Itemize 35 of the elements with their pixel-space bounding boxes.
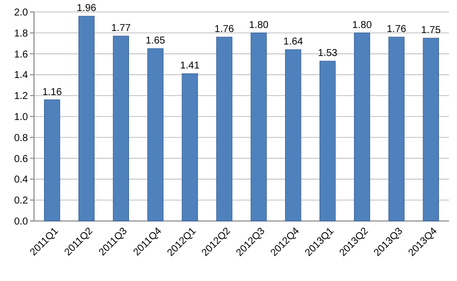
data-label: 1.77 — [111, 23, 132, 34]
y-tick-label: 0.6 — [14, 154, 28, 165]
data-label: 1.53 — [318, 48, 338, 60]
bar — [44, 99, 60, 222]
bar — [250, 32, 267, 222]
data-label: 1.80 — [352, 20, 372, 31]
bar — [354, 32, 370, 222]
data-label: 1.76 — [214, 24, 234, 36]
y-tick-label: 1.2 — [14, 91, 28, 102]
y-tick-label: 1.8 — [14, 28, 28, 40]
y-tick-label: 2.0 — [14, 8, 28, 18]
y-tick-label: 0.8 — [14, 132, 28, 144]
bar — [216, 36, 232, 222]
data-label: 1.65 — [146, 36, 166, 47]
y-tick-label: 1.0 — [14, 112, 28, 123]
data-label: 1.64 — [283, 36, 304, 48]
data-label: 1.41 — [180, 60, 200, 72]
data-label: 1.80 — [248, 20, 269, 31]
bar — [78, 16, 95, 222]
bar — [182, 73, 198, 222]
data-label: 1.16 — [42, 86, 62, 98]
y-tick-label: 0.0 — [14, 216, 28, 228]
y-tick-label: 0.4 — [14, 174, 28, 186]
bar — [147, 48, 164, 222]
bar — [388, 36, 405, 222]
data-label: 1.75 — [421, 25, 442, 36]
data-label: 1.96 — [76, 3, 97, 14]
bar — [285, 49, 302, 222]
y-tick-label: 1.4 — [14, 70, 28, 82]
bar — [422, 38, 439, 222]
y-tick-label: 1.6 — [14, 49, 28, 60]
bar — [320, 60, 336, 222]
data-label: 1.76 — [386, 24, 407, 36]
y-tick-label: 0.2 — [14, 196, 28, 207]
bar — [112, 36, 130, 222]
